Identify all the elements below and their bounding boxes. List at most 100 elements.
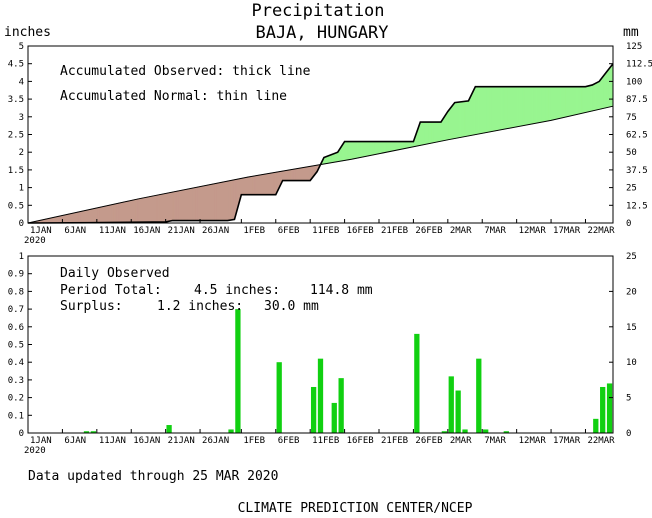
bottom-left-tick-label: 0.5: [8, 341, 24, 351]
top-left-tick-label: 2.5: [8, 131, 24, 141]
bottom-left-tick-label: 0.7: [8, 305, 24, 315]
daily-bar: [310, 386, 317, 433]
top-right-tick-label: 50: [626, 148, 637, 158]
bottom-x-tick-label: 6JAN: [64, 436, 86, 446]
top-x-tick-label: 21FEB: [381, 226, 408, 236]
daily-bar: [476, 358, 482, 433]
chart-title: Precipitation: [251, 1, 384, 21]
bottom-x-tick-label: 11JAN: [99, 436, 126, 446]
daily-bar: [414, 333, 420, 433]
accumulated-observed-line: [27, 63, 614, 224]
bottom-right-tick-label: 20: [626, 287, 637, 297]
daily-bar: [276, 362, 282, 433]
bottom-x-tick-label: 16JAN: [133, 436, 160, 446]
top-left-tick-label: 0.5: [8, 201, 24, 211]
bottom-x-tick-label: 17MAR: [553, 436, 581, 446]
bottom-x-tick-label: 21FEB: [381, 436, 408, 446]
daily-bar: [331, 402, 337, 433]
top-left-tick-label: 3.5: [8, 95, 24, 105]
daily-bar: [455, 390, 461, 433]
bottom-left-tick-label: 0.3: [8, 376, 24, 386]
bottom-x-tick-label: 1JAN: [30, 436, 52, 446]
top-x-tick-label: 21JAN: [168, 226, 195, 236]
left-unit-label: inches: [4, 25, 51, 40]
bottom-right-tick-label: 5: [626, 394, 631, 404]
bottom-x-tick-label: 2MAR: [450, 436, 472, 446]
daily-bar: [228, 429, 234, 433]
top-x-tick-label: 16JAN: [133, 226, 160, 236]
daily-bar: [83, 431, 90, 433]
daily-panel: 00.10.20.30.40.50.60.70.80.9105101520251…: [8, 252, 637, 456]
top-left-tick-label: 3: [19, 113, 24, 123]
bottom-x-tick-label: 26FEB: [415, 436, 442, 446]
daily-bar: [600, 386, 606, 433]
daily-bar: [606, 383, 613, 433]
top-x-tick-label: 11JAN: [99, 226, 126, 236]
top-right-tick-label: 12.5: [626, 201, 648, 211]
top-right-tick-label: 62.5: [626, 131, 648, 141]
period-total-inches: 4.5 inches:: [194, 283, 280, 298]
accumulated-fill: [27, 62, 614, 224]
bottom-right-tick-label: 0: [626, 429, 631, 439]
daily-bar: [462, 429, 468, 433]
legend-normal: Accumulated Normal: thin line: [60, 89, 287, 104]
top-x-tick-label: 22MAR: [587, 226, 615, 236]
daily-bar: [235, 309, 241, 433]
top-right-tick-label: 37.5: [626, 166, 648, 176]
daily-bar: [166, 425, 172, 433]
bottom-x-year-label: 2020: [24, 446, 46, 456]
bottom-right-tick-label: 25: [626, 252, 637, 262]
top-right-tick-label: 87.5: [626, 95, 648, 105]
bottom-left-tick-label: 0.8: [8, 287, 24, 297]
top-x-tick-label: 6JAN: [64, 226, 86, 236]
daily-bar: [317, 358, 324, 433]
bottom-x-tick-label: 6FEB: [278, 436, 300, 446]
top-x-tick-label: 26JAN: [202, 226, 229, 236]
bottom-x-tick-label: 21JAN: [168, 436, 195, 446]
daily-bars: [83, 309, 613, 433]
bottom-x-tick-label: 22MAR: [587, 436, 615, 446]
top-right-tick-label: 112.5: [626, 60, 652, 70]
top-right-tick-label: 75: [626, 113, 637, 123]
top-x-tick-label: 11FEB: [312, 226, 339, 236]
bottom-left-tick-label: 0: [19, 429, 24, 439]
data-updated-note: Data updated through 25 MAR 2020: [28, 469, 278, 484]
top-left-tick-label: 4.5: [8, 60, 24, 70]
daily-bar: [90, 431, 97, 433]
bottom-left-tick-label: 0.9: [8, 270, 24, 280]
bottom-right-tick-label: 10: [626, 358, 637, 368]
bottom-x-tick-label: 16FEB: [347, 436, 374, 446]
surplus-label: Surplus:: [60, 299, 123, 314]
bottom-axes: 00.10.20.30.40.50.60.70.80.9105101520251…: [8, 252, 637, 456]
period-total-mm: 114.8 mm: [310, 283, 373, 298]
bottom-left-tick-label: 0.1: [8, 411, 24, 421]
top-x-tick-label: 1JAN: [30, 226, 52, 236]
credit-line: CLIMATE PREDICTION CENTER/NCEP: [238, 501, 473, 516]
accumulated-normal-line: [27, 105, 614, 224]
chart-subtitle: BAJA, HUNGARY: [255, 23, 388, 43]
period-total-label: Period Total:: [60, 283, 162, 298]
top-right-tick-label: 100: [626, 77, 642, 87]
top-x-tick-label: 1FEB: [243, 226, 265, 236]
daily-bar: [593, 418, 599, 433]
daily-bar: [503, 431, 509, 433]
top-axes: 00.511.522.533.544.55012.52537.55062.575…: [8, 42, 652, 246]
bottom-left-tick-label: 0.4: [8, 358, 24, 368]
bottom-x-tick-label: 12MAR: [519, 436, 547, 446]
top-left-tick-label: 0: [19, 219, 24, 229]
bottom-x-tick-label: 26JAN: [202, 436, 229, 446]
surplus-inches: 1.2 inches:: [157, 299, 243, 314]
top-x-tick-label: 12MAR: [519, 226, 547, 236]
top-x-tick-label: 16FEB: [347, 226, 374, 236]
top-right-tick-label: 125: [626, 42, 642, 52]
bottom-left-tick-label: 0.2: [8, 394, 24, 404]
top-x-year-label: 2020: [24, 236, 46, 246]
bottom-x-tick-label: 1FEB: [243, 436, 265, 446]
top-x-tick-label: 2MAR: [450, 226, 472, 236]
top-x-tick-label: 7MAR: [484, 226, 506, 236]
bottom-right-tick-label: 15: [626, 323, 637, 333]
surplus-mm: 30.0 mm: [264, 299, 319, 314]
daily-bar: [441, 431, 448, 433]
top-left-tick-label: 2: [19, 148, 24, 158]
